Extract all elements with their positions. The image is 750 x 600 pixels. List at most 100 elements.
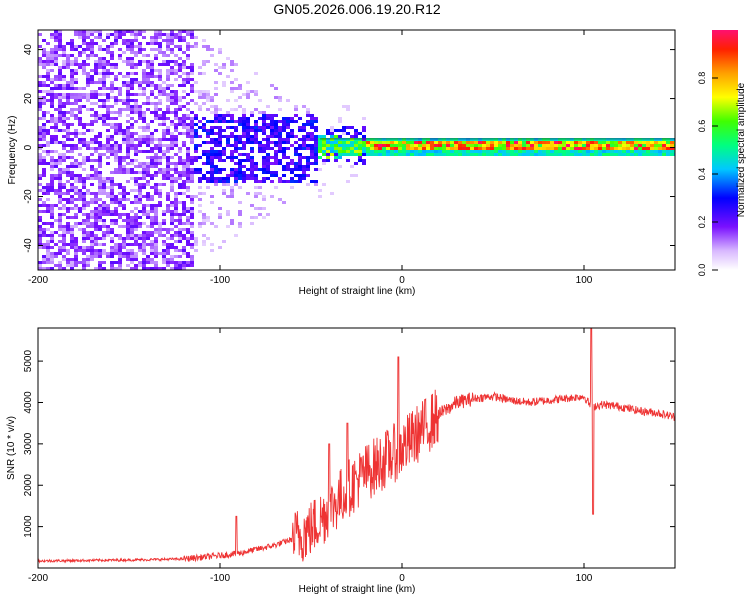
heatmap-cell [282,153,286,156]
heatmap-cell [354,162,358,165]
heatmap-cell [442,141,446,144]
heatmap-cell [646,147,650,150]
heatmap-cell [194,132,198,135]
heatmap-cell [270,147,274,150]
heatmap-cell [198,222,202,225]
heatmap-cell [70,54,74,57]
heatmap-cell [182,207,186,210]
heatmap-cell [614,138,618,141]
heatmap-cell [210,138,214,141]
heatmap-cell [462,153,466,156]
heatmap-cell [138,150,142,153]
heatmap-cell [46,51,50,54]
heatmap-cell [158,87,162,90]
heatmap-cell [50,114,54,117]
heatmap-cell [146,126,150,129]
heatmap-cell [102,243,106,246]
heatmap-cell [266,105,270,108]
heatmap-cell [70,108,74,111]
heatmap-cell [82,234,86,237]
heatmap-cell [78,153,82,156]
heatmap-cell [66,174,70,177]
heatmap-cell [82,252,86,255]
heatmap-cell [262,111,266,114]
heatmap-cell [90,54,94,57]
heatmap-cell [634,147,638,150]
heatmap-cell [170,99,174,102]
heatmap-cell [66,60,70,63]
heatmap-cell [102,237,106,240]
heatmap-cell [74,174,78,177]
heatmap-cell [130,48,134,51]
heatmap-cell [82,198,86,201]
heatmap-cell [198,225,202,228]
heatmap-cell [98,105,102,108]
heatmap-cell [178,255,182,258]
heatmap-cell [302,168,306,171]
heatmap-cell [106,99,110,102]
heatmap-cell [54,120,58,123]
heatmap-cell [162,228,166,231]
heatmap-cell [50,216,54,219]
heatmap-cell [138,249,142,252]
heatmap-cell [274,96,278,99]
heatmap-cell [170,90,174,93]
heatmap-cell [126,114,130,117]
heatmap-cell [50,246,54,249]
heatmap-cell [174,36,178,39]
heatmap-cell [498,144,502,147]
heatmap-cell [642,144,646,147]
heatmap-cell [354,150,358,153]
heatmap-cell [42,174,46,177]
heatmap-cell [194,114,198,117]
heatmap-cell [94,63,98,66]
heatmap-cell [42,204,46,207]
heatmap-cell [330,126,334,129]
heatmap-cell [338,129,342,132]
heatmap-cell [234,63,238,66]
heatmap-cell [46,183,50,186]
heatmap-cell [458,141,462,144]
heatmap-cell [214,144,218,147]
top-x-ticks: -200 -100 0 100 [28,30,593,286]
heatmap-cell [182,63,186,66]
heatmap-cell [186,48,190,51]
heatmap-cell [58,267,62,270]
heatmap-cell [78,111,82,114]
heatmap-cell [86,219,90,222]
heatmap-cell [214,69,218,72]
heatmap-cell [70,156,74,159]
heatmap-cell [430,141,434,144]
heatmap-cell [342,153,346,156]
heatmap-cell [334,129,338,132]
heatmap-cell [134,159,138,162]
heatmap-cell [98,252,102,255]
heatmap-cell [150,174,154,177]
heatmap-cell [86,48,90,51]
heatmap-cell [598,144,602,147]
heatmap-cell [250,147,254,150]
heatmap-cell [586,138,590,141]
heatmap-cell [590,147,594,150]
heatmap-cell [266,153,270,156]
heatmap-cell [130,201,134,204]
heatmap-cell [54,219,58,222]
heatmap-cell [542,153,546,156]
heatmap-cell [290,180,294,183]
heatmap-cell [90,168,94,171]
heatmap-cell [210,180,214,183]
heatmap-cell [62,78,66,81]
heatmap-cell [274,132,278,135]
heatmap-cell [50,141,54,144]
heatmap-cell [262,168,266,171]
heatmap-cell [94,102,98,105]
heatmap-cell [38,135,42,138]
heatmap-cell [402,147,406,150]
heatmap-cell [634,138,638,141]
heatmap-cell [122,81,126,84]
heatmap-cell [50,186,54,189]
heatmap-cell [178,174,182,177]
heatmap-cell [130,243,134,246]
heatmap-cell [54,159,58,162]
heatmap-cell [54,255,58,258]
